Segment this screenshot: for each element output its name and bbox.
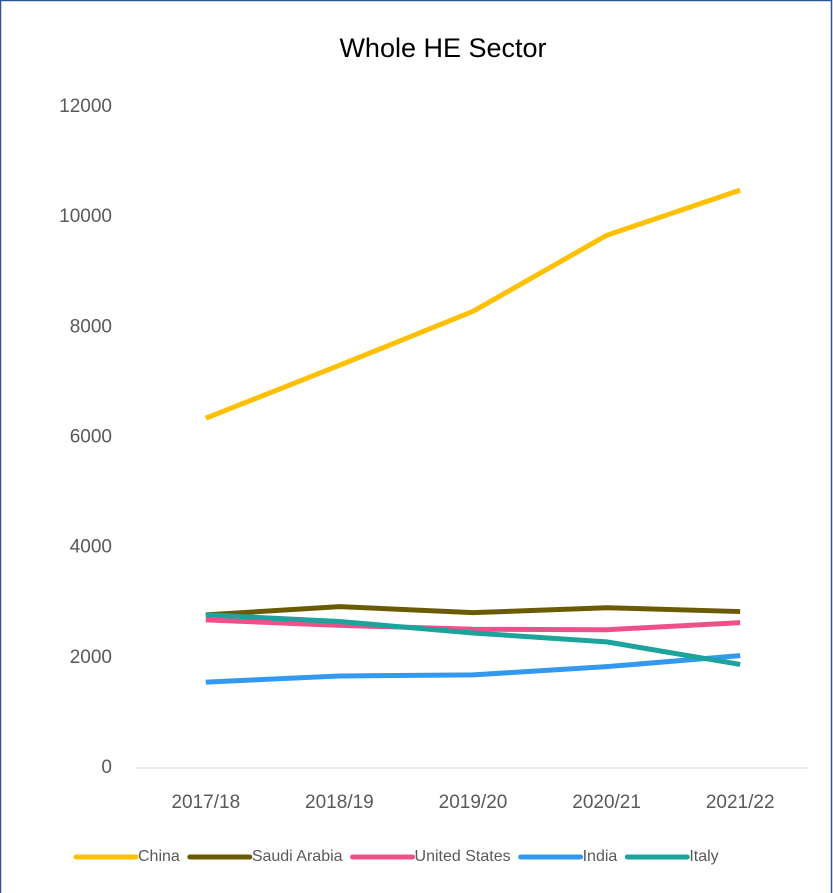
- legend-label: Saudi Arabia: [252, 848, 343, 865]
- x-tick-label: 2017/18: [171, 792, 240, 813]
- y-tick-label: 12000: [59, 96, 112, 117]
- line-series: [204, 187, 742, 421]
- legend-label: Italy: [689, 848, 718, 865]
- legend-label: China: [138, 848, 180, 865]
- y-tick-label: 10000: [59, 206, 112, 227]
- line-series: [205, 612, 741, 667]
- y-tick-label: 4000: [70, 537, 112, 558]
- x-tick-label: 2020/21: [572, 792, 641, 813]
- legend-label: India: [583, 848, 618, 865]
- y-tick-label: 8000: [70, 316, 112, 337]
- y-tick-label: 2000: [70, 647, 112, 668]
- x-tick-label: 2021/22: [706, 792, 775, 813]
- x-tick-label: 2018/19: [305, 792, 374, 813]
- chart-title: Whole HE Sector: [339, 33, 546, 63]
- line-series: [205, 604, 741, 618]
- line-series: [205, 617, 741, 633]
- legend-label: United States: [415, 848, 511, 865]
- x-tick-label: 2019/20: [439, 792, 508, 813]
- line-series: [205, 653, 741, 685]
- y-tick-label: 6000: [70, 427, 112, 448]
- y-tick-label: 0: [101, 757, 112, 778]
